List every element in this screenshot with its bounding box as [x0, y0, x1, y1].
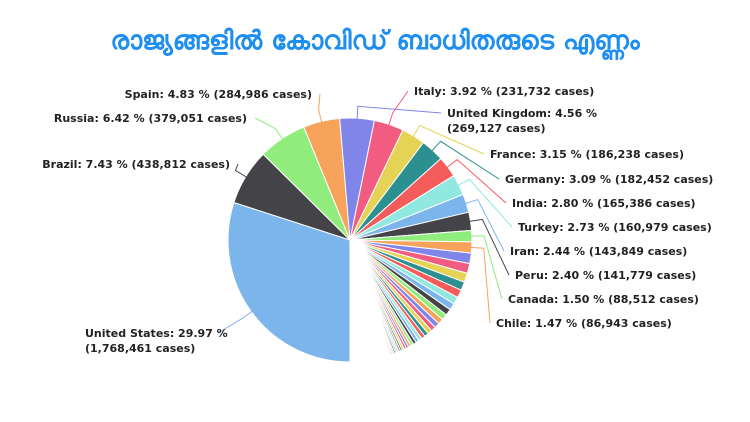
data-label: Canada: 1.50 % (88,512 cases)	[508, 293, 699, 306]
data-label: Russia: 6.42 % (379,051 cases)	[54, 112, 247, 125]
data-label: Turkey: 2.73 % (160,979 cases)	[518, 221, 712, 234]
data-label: India: 2.80 % (165,386 cases)	[512, 197, 696, 210]
connector-line	[410, 124, 485, 155]
connector-line	[234, 163, 250, 180]
connector-line	[467, 246, 491, 324]
data-label: United Kingdom: 4.56 % (269,127 cases)	[447, 107, 597, 135]
data-label: Peru: 2.40 % (141,779 cases)	[515, 269, 696, 282]
data-label: Iran: 2.44 % (143,849 cases)	[510, 245, 687, 258]
data-label: Chile: 1.47 % (86,943 cases)	[496, 317, 672, 330]
data-label: France: 3.15 % (186,238 cases)	[490, 148, 684, 161]
connector-line	[254, 117, 285, 143]
connector-line	[318, 93, 323, 126]
connector-line	[356, 105, 442, 123]
data-label: Brazil: 7.43 % (438,812 cases)	[42, 158, 230, 171]
connector-line	[429, 140, 500, 180]
data-label: United States: 29.97 % (1,768,461 cases)	[85, 327, 228, 355]
data-label: Germany: 3.09 % (182,452 cases)	[505, 173, 713, 186]
connector-line	[462, 198, 505, 252]
chart-title: രാജ്യങ്ങളിൽ കോവിഡ് ബാധിതരുടെ എണ്ണം	[110, 26, 640, 56]
connector-line	[444, 159, 507, 204]
data-label: Spain: 4.83 % (284,986 cases)	[125, 88, 312, 101]
connector-line	[217, 309, 255, 334]
connector-line	[466, 218, 510, 276]
pie-slice-other[interactable]	[349, 239, 352, 363]
data-label: Italy: 3.92 % (231,732 cases)	[414, 85, 594, 98]
connector-line	[455, 178, 513, 228]
connector-line	[387, 90, 409, 129]
connector-line	[467, 235, 503, 300]
